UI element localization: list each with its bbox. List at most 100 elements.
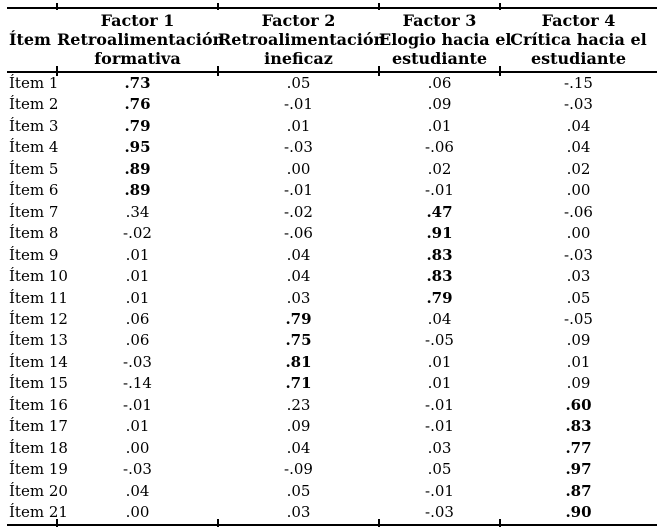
loading-value: -.02 xyxy=(284,202,313,221)
loading-value: .04 xyxy=(566,138,591,157)
loading-value: .47 xyxy=(426,202,453,221)
loading-value: .05 xyxy=(286,481,311,500)
loading-value: .04 xyxy=(286,438,311,457)
loading-value: .02 xyxy=(566,159,591,178)
loading-value: .01 xyxy=(125,245,150,264)
loading-value: -.05 xyxy=(564,309,593,328)
factor-1-column-header: Factor 1 Retroalimentación formativa xyxy=(57,7,225,73)
loading-value: .09 xyxy=(566,374,591,393)
loading-value: .79 xyxy=(426,288,453,307)
table-row: Ítem 2 .76 -.01 .09 -.03 xyxy=(7,94,657,115)
loading-value: .60 xyxy=(565,395,592,414)
loading-value: -.01 xyxy=(284,95,313,114)
column-border-tick xyxy=(56,66,58,76)
item-label: Ítem 14 xyxy=(9,352,68,371)
table-row: Ítem 18 .00 .04 .03 .77 xyxy=(7,438,657,459)
factor-4-subtitle-line-2: estudiante xyxy=(530,49,627,68)
item-label: Ítem 13 xyxy=(9,331,68,350)
loading-value: .90 xyxy=(500,502,657,526)
table-row: Ítem 3 .79 .01 .01 .04 xyxy=(7,116,657,137)
table-row: Ítem 1 .73 .05 .06 -.15 xyxy=(7,72,657,94)
loading-value: -.01 xyxy=(425,417,454,436)
item-label: Ítem 17 xyxy=(9,417,68,436)
loading-value: -.03 xyxy=(564,245,593,264)
item-label: Ítem 19 xyxy=(9,460,68,479)
loading-value: .00 xyxy=(125,438,150,457)
loading-value: .04 xyxy=(286,245,311,264)
loading-value: -.03 xyxy=(123,460,152,479)
loading-value: .89 xyxy=(124,181,151,200)
loading-value: .03 xyxy=(286,288,311,307)
column-border-tick xyxy=(217,519,219,527)
item-label: Ítem 6 xyxy=(9,181,59,200)
item-label: Ítem 4 xyxy=(9,138,59,157)
table-row: Ítem 16 -.01 .23 -.01 .60 xyxy=(7,395,657,416)
loading-value: .23 xyxy=(286,395,311,414)
table-row: Ítem 21.00.03 -.03.90 xyxy=(7,502,657,526)
item-label: Ítem 3 xyxy=(9,116,59,135)
factor-2-title: Factor 2 xyxy=(261,11,336,30)
loading-value: .03 xyxy=(427,438,452,457)
table-row: Ítem 8 -.02 -.06 .91 .00 xyxy=(7,223,657,244)
table-row: Ítem 14 -.03 .81 .01 .01 xyxy=(7,352,657,373)
loading-value: .01 xyxy=(566,352,591,371)
loading-value: -.03 xyxy=(564,95,593,114)
item-label: Ítem 21 xyxy=(7,502,68,526)
loading-value: .05 xyxy=(286,74,311,92)
loading-value: .73 xyxy=(124,74,151,92)
loading-value: .79 xyxy=(285,309,312,328)
loading-value: -.03 xyxy=(379,502,500,526)
factor-4-title: Factor 4 xyxy=(541,11,616,30)
loading-value: .09 xyxy=(286,417,311,436)
factor-3-subtitle-line-1: Elogio hacia el xyxy=(379,30,512,49)
header-row: Ítem Factor 1 Retroalimentación formativ… xyxy=(7,7,657,73)
loading-value: .00 xyxy=(566,181,591,200)
loading-value: .71 xyxy=(285,374,312,393)
item-column-header: Ítem xyxy=(7,7,57,73)
table-row: Ítem 5 .89 .00 .02 .02 xyxy=(7,159,657,180)
loading-value: -.14 xyxy=(123,374,152,393)
table-row: Ítem 11 .01 .03 .79 .05 xyxy=(7,288,657,309)
loading-value: .83 xyxy=(426,245,453,264)
loading-value: .01 xyxy=(125,267,150,286)
table-header: Ítem Factor 1 Retroalimentación formativ… xyxy=(7,7,657,73)
column-border-tick xyxy=(499,66,501,76)
loading-value: .01 xyxy=(125,288,150,307)
item-label: Ítem 16 xyxy=(9,395,68,414)
loading-value: .91 xyxy=(426,224,453,243)
loading-value: .77 xyxy=(565,438,592,457)
loading-value: .09 xyxy=(427,95,452,114)
loading-value: .87 xyxy=(565,481,592,500)
table-row: Ítem 6 .89 -.01 -.01 .00 xyxy=(7,180,657,201)
column-border-tick xyxy=(56,3,58,10)
loading-value: .75 xyxy=(285,331,312,350)
table-row: Ítem 9 .01 .04 .83 -.03 xyxy=(7,245,657,266)
loading-value: .00 xyxy=(57,502,218,526)
loading-value: .05 xyxy=(566,288,591,307)
factor-1-title: Factor 1 xyxy=(100,11,175,30)
factor-4-column-header: Factor 4 Crítica hacia el estudiante xyxy=(500,7,657,73)
loading-value: .97 xyxy=(565,460,592,479)
loading-value: -.01 xyxy=(425,481,454,500)
item-label: Ítem 8 xyxy=(9,224,59,243)
loading-value: .09 xyxy=(566,331,591,350)
factor-2-column-header: Factor 2 Retroalimentación ineficaz xyxy=(218,7,385,73)
loading-value: .01 xyxy=(427,352,452,371)
item-label: Ítem 11 xyxy=(9,288,68,307)
loading-value: .83 xyxy=(565,417,592,436)
loading-value: .89 xyxy=(124,159,151,178)
loading-value: .95 xyxy=(124,138,151,157)
column-border-tick xyxy=(217,66,219,76)
table-row: Ítem 15 -.14 .71 .01 .09 xyxy=(7,373,657,394)
item-label: Ítem 20 xyxy=(9,481,68,500)
column-border-tick xyxy=(378,519,380,527)
item-label: Ítem 9 xyxy=(9,245,59,264)
loading-value: -.06 xyxy=(425,138,454,157)
table-row: Ítem 10 .01 .04 .83 .03 xyxy=(7,266,657,287)
loading-value: .04 xyxy=(566,116,591,135)
factor-3-column-header: Factor 3 Elogio hacia el estudiante xyxy=(379,7,512,73)
loading-value: .04 xyxy=(427,309,452,328)
loading-value: .04 xyxy=(286,267,311,286)
loading-value: .06 xyxy=(427,74,452,92)
factor-1-subtitle-line-1: Retroalimentación xyxy=(57,30,225,49)
